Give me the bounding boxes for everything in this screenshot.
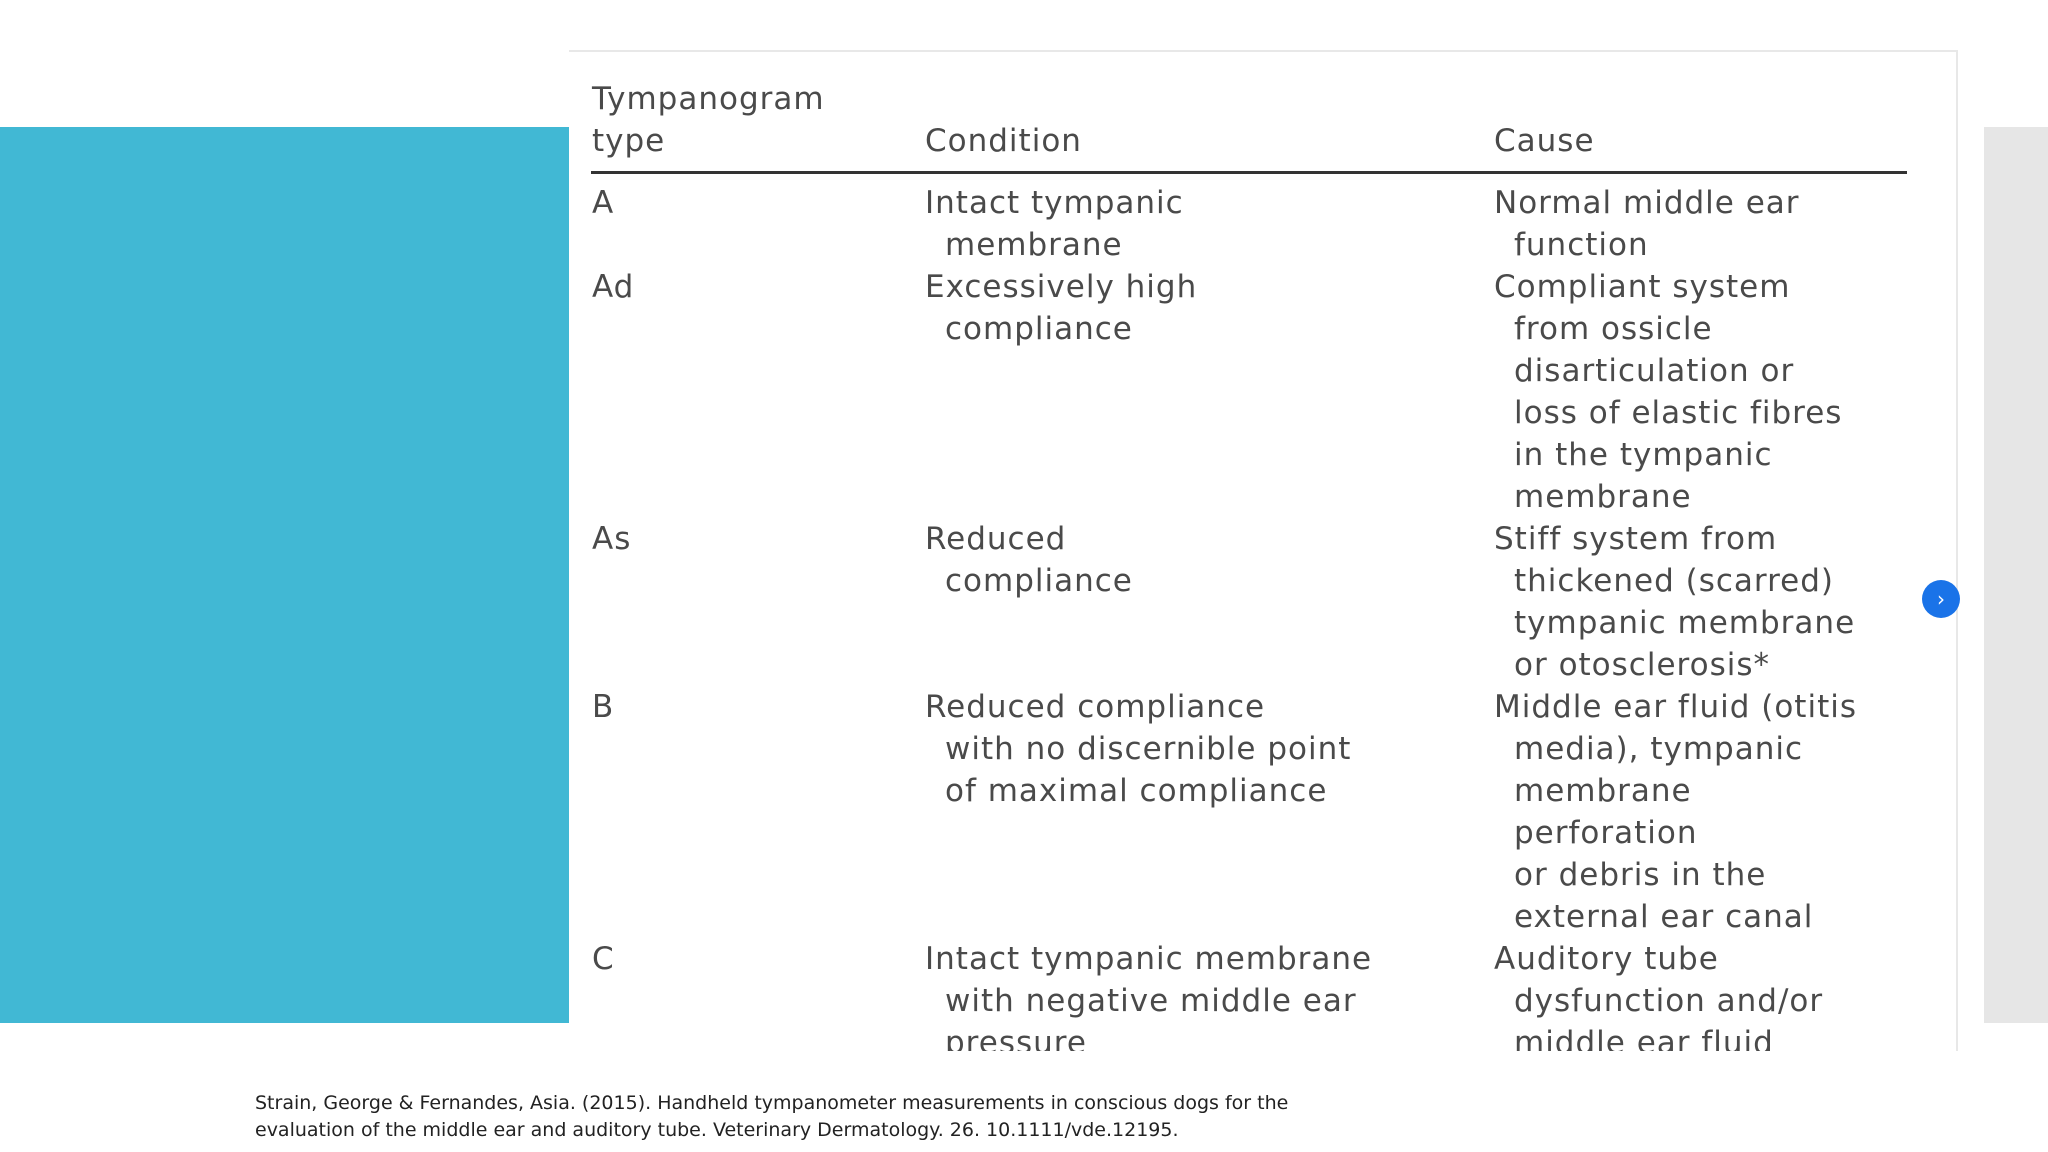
table-cell: perforation — [1514, 815, 1698, 851]
table-image: Tympanogram type Condition Cause A Intact tym… — [569, 50, 1958, 1051]
table-cell: A — [592, 185, 615, 221]
table-cell: or debris in the — [1514, 857, 1767, 893]
table-cell: membrane — [1514, 773, 1692, 809]
accent-block — [0, 127, 569, 1023]
next-button[interactable]: › — [1922, 580, 1960, 618]
table-cell: media), tympanic — [1514, 731, 1804, 767]
table-cell: Ad — [592, 269, 635, 305]
table-cell: Reduced — [925, 521, 1067, 557]
table-cell: pressure — [945, 1025, 1087, 1051]
table-cell: function — [1514, 227, 1649, 263]
table-cell: of maximal compliance — [945, 773, 1328, 809]
table-cell: C — [592, 941, 615, 977]
table-cell: membrane — [1514, 479, 1692, 515]
header-cell: type — [592, 123, 666, 159]
table-cell: membrane — [945, 227, 1123, 263]
table-cell: Reduced compliance — [925, 689, 1266, 725]
citation-line: Strain, George & Fernandes, Asia. (2015)… — [255, 1092, 1289, 1114]
table-cell: Middle ear fluid (otitis — [1494, 689, 1857, 725]
table-cell: compliance — [945, 311, 1133, 347]
header-cell: Cause — [1494, 123, 1595, 159]
table-cell: with no discernible point — [945, 731, 1352, 767]
table-cell: middle ear fluid — [1514, 1025, 1774, 1051]
table-cell: in the tympanic — [1514, 437, 1773, 473]
table-cell: tympanic membrane — [1514, 605, 1856, 641]
table-cell: dysfunction and/or — [1514, 983, 1824, 1019]
table-cell: As — [592, 521, 632, 557]
citation-line: evaluation of the middle ear and auditor… — [255, 1119, 1179, 1141]
table-cell: with negative middle ear — [945, 983, 1357, 1019]
header-rule — [591, 171, 1907, 174]
table-cell: Compliant system — [1494, 269, 1791, 305]
table-cell: external ear canal — [1514, 899, 1814, 935]
side-bar — [1984, 127, 2048, 1023]
header-cell: Condition — [925, 123, 1082, 159]
table-cell: or otosclerosis* — [1514, 647, 1770, 683]
table-cell: loss of elastic fibres — [1514, 395, 1843, 431]
table-cell: B — [592, 689, 615, 725]
header-cell: Tympanogram — [592, 81, 825, 117]
table-cell: Auditory tube — [1494, 941, 1719, 977]
table-cell: disarticulation or — [1514, 353, 1795, 389]
table-cell: Excessively high — [925, 269, 1198, 305]
table-cell: Normal middle ear — [1494, 185, 1800, 221]
table-cell: from ossicle — [1514, 311, 1713, 347]
table-cell: Stiff system from — [1494, 521, 1778, 557]
table-cell: thickened (scarred) — [1514, 563, 1835, 599]
table-cell: compliance — [945, 563, 1133, 599]
citation: Strain, George & Fernandes, Asia. (2015)… — [255, 1090, 1288, 1144]
table-cell: Intact tympanic membrane — [925, 941, 1373, 977]
table-cell: Intact tympanic — [925, 185, 1184, 221]
